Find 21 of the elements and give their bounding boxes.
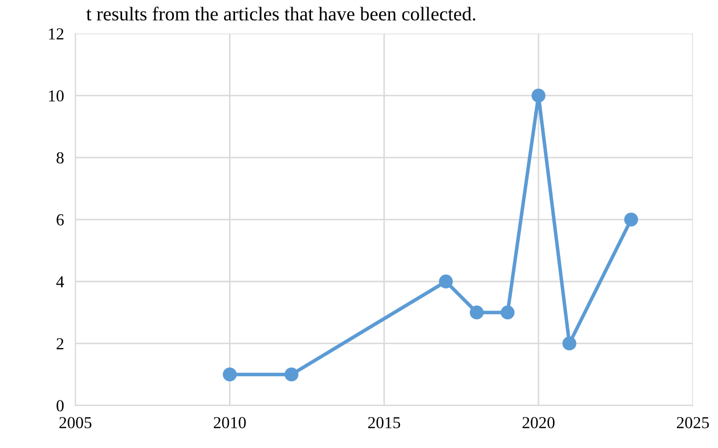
y-tick-label: 6 (56, 214, 64, 226)
y-tick-label: 8 (56, 152, 64, 164)
text: t results from the articles that have been collected. (86, 6, 476, 21)
x-tick-label: 2025 (676, 417, 709, 428)
point (470, 306, 484, 320)
y-tick-label: 0 (56, 400, 64, 412)
point (284, 368, 298, 382)
x-tick-label: 2005 (59, 417, 92, 428)
point (562, 336, 576, 350)
point (222, 368, 237, 382)
y-tick-label: 10 (49, 90, 64, 102)
y-tick-label: 2 (56, 338, 64, 350)
point (532, 88, 546, 103)
x-tick-label: 2010 (214, 417, 246, 428)
x-tick-label: 2015 (368, 417, 400, 428)
y-tick-label: 4 (56, 276, 64, 288)
y-tick-label: 12 (49, 28, 64, 40)
point (438, 274, 453, 288)
x-tick-label: 2020 (522, 417, 555, 428)
point (624, 212, 638, 226)
point (500, 306, 515, 320)
